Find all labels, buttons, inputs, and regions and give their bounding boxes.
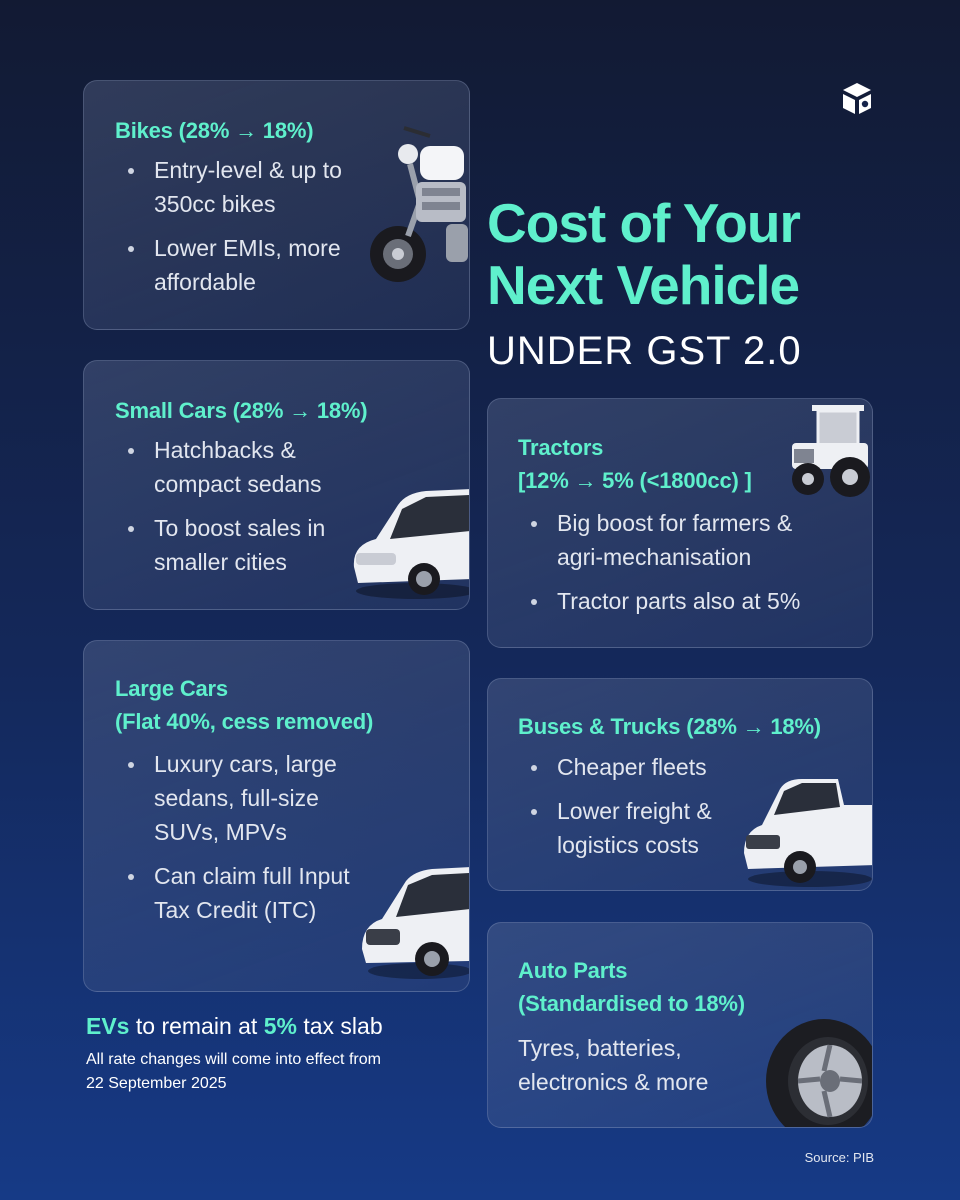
ev-tax-note: EVs to remain at 5% tax slab <box>86 1010 383 1042</box>
large-cars-title: Large Cars (Flat 40%, cess removed) <box>115 672 373 738</box>
ev-rate: 5% <box>263 1013 297 1039</box>
motorcycle-icon <box>370 126 468 282</box>
buses-trucks-title: Buses & Trucks (28% → 18%) <box>518 714 821 739</box>
large-cars-bullet-2: Can claim full Input Tax Credit (ITC) <box>128 859 390 927</box>
large-cars-title-line-2: (Flat 40%, cess removed) <box>115 709 374 734</box>
page-subtitle: UNDER GST 2.0 <box>487 329 802 373</box>
buses-trucks-bullets: Cheaper fleets Lower freight & logistics… <box>531 750 741 872</box>
buses-trucks-bullet-1: Cheaper fleets <box>531 750 741 784</box>
title-line-1: Cost of Your <box>487 192 801 254</box>
large-cars-bullets: Luxury cars, large sedans, full-size SUV… <box>128 747 390 937</box>
auto-parts-text: Tyres, batteries, electronics & more <box>518 1035 709 1095</box>
small-cars-card: Small Cars (28% → 18%) Hatchbacks & comp… <box>83 360 470 610</box>
tractors-title-line-1: Tractors <box>518 435 604 460</box>
tractor-icon <box>792 405 870 497</box>
bikes-title: Bikes (28% → 18%) <box>115 118 314 143</box>
bikes-bullets: Entry-level & up to 350cc bikes Lower EM… <box>128 153 378 309</box>
large-cars-title-line-1: Large Cars <box>115 676 228 701</box>
small-cars-bullets: Hatchbacks & compact sedans To boost sal… <box>128 433 358 589</box>
hatchback-car-icon <box>353 489 469 599</box>
auto-parts-title-line-2: (Standardised to 18%) <box>518 991 745 1016</box>
buses-trucks-card: Buses & Trucks (28% → 18%) Cheaper fleet… <box>487 678 873 891</box>
suv-icon <box>362 867 469 979</box>
tractors-title-line-2: [12% → 5% (<1800cc) ] <box>518 468 752 493</box>
small-cars-bullet-2: To boost sales in smaller cities <box>128 511 358 579</box>
bikes-bullet-2: Lower EMIs, more affordable <box>128 231 378 299</box>
title-line-2: Next Vehicle <box>487 254 800 316</box>
ev-label: EVs <box>86 1013 130 1039</box>
tractors-bullets: Big boost for farmers & agri-mechanisati… <box>531 506 831 628</box>
tractors-bullet-2: Tractor parts also at 5% <box>531 584 831 618</box>
auto-parts-title-line-1: Auto Parts <box>518 958 628 983</box>
buses-trucks-bullet-2: Lower freight & logistics costs <box>531 794 741 862</box>
bikes-bullet-1: Entry-level & up to 350cc bikes <box>128 153 378 221</box>
source-credit: Source: PIB <box>804 1150 874 1165</box>
bikes-card: Bikes (28% → 18%) Entry-level & up to 35… <box>83 80 470 330</box>
small-cars-title: Small Cars (28% → 18%) <box>115 398 368 423</box>
tyre-icon <box>766 1019 872 1127</box>
small-cars-bullet-1: Hatchbacks & compact sedans <box>128 433 358 501</box>
large-cars-bullet-1: Luxury cars, large sedans, full-size SUV… <box>128 747 390 849</box>
large-cars-card: Large Cars (Flat 40%, cess removed) Luxu… <box>83 640 470 992</box>
page-title: Cost of Your Next Vehicle <box>487 192 801 316</box>
tractors-card: Tractors [12% → 5% (<1800cc) ] Big boost… <box>487 398 873 648</box>
auto-parts-title: Auto Parts (Standardised to 18%) <box>518 954 745 1020</box>
brand-logo-icon <box>843 83 871 114</box>
auto-parts-card: Auto Parts (Standardised to 18%) Tyres, … <box>487 922 873 1128</box>
ev-middle-text: to remain at <box>129 1013 264 1039</box>
tractors-bullet-1: Big boost for farmers & agri-mechanisati… <box>531 506 831 574</box>
pickup-truck-icon <box>744 779 872 887</box>
tractors-title: Tractors [12% → 5% (<1800cc) ] <box>518 431 752 497</box>
ev-end-text: tax slab <box>296 1013 383 1039</box>
effective-date-note: All rate changes will come into effect f… <box>86 1051 381 1092</box>
